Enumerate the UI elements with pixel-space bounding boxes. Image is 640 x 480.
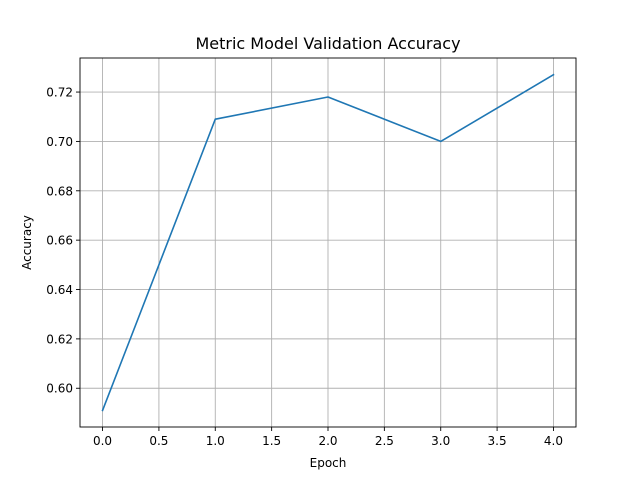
x-tick-label: 3.5 [488,434,507,448]
y-tick-label: 0.62 [46,332,73,346]
x-axis-label: Epoch [310,456,347,470]
y-tick-label: 0.66 [46,234,73,248]
x-tick-label: 3.0 [431,434,450,448]
y-tick-label: 0.68 [46,184,73,198]
x-tick-label: 1.0 [206,434,225,448]
x-tick-label: 0.5 [149,434,168,448]
x-tick-label: 1.5 [262,434,281,448]
y-tick-label: 0.64 [46,283,73,297]
x-tick-label: 2.0 [318,434,337,448]
y-tick-label: 0.60 [46,382,73,396]
y-tick-label: 0.70 [46,135,73,149]
x-tick-label: 4.0 [544,434,563,448]
axis-ticks: 0.0 0.5 1.0 1.5 2.0 2.5 3.0 3.5 4.0 0.60 0.62 0.64 0… [46,86,563,448]
y-axis-label: Accuracy [20,215,34,270]
x-tick-label: 2.5 [375,434,394,448]
series-layer [101,73,555,412]
x-tick-label: 0.0 [93,434,112,448]
chart-title: Metric Model Validation Accuracy [195,34,460,53]
accuracy-series-line [101,73,555,412]
y-tick-label: 0.72 [46,86,73,100]
